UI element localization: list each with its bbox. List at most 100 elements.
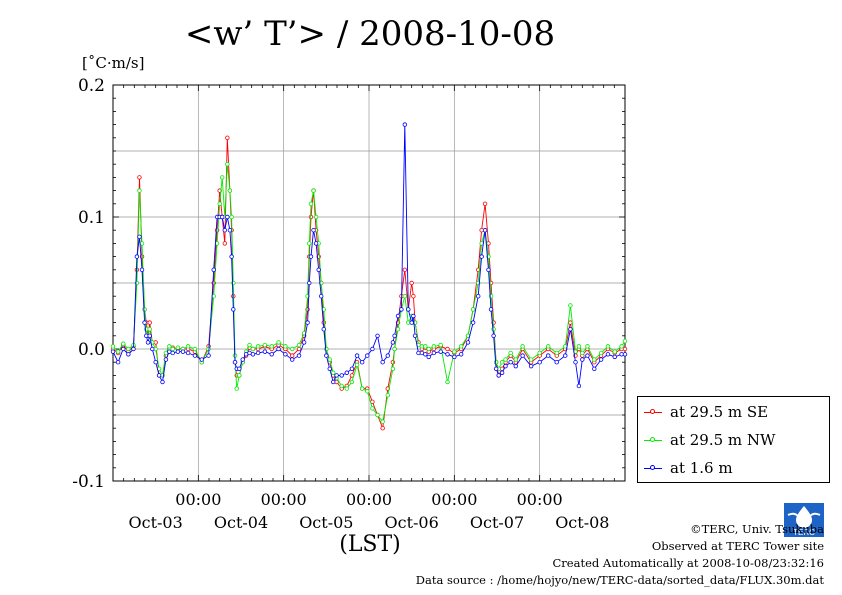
series-point-2 <box>476 294 481 299</box>
series-point-2 <box>211 267 216 272</box>
x-day-label: Oct-08 <box>555 513 609 532</box>
series-point-2 <box>330 379 336 385</box>
series-point-2 <box>185 350 191 356</box>
series-point-2 <box>206 353 211 358</box>
chart-legend: at 29.5 m SE at 29.5 m NW at 1.6 m <box>637 396 830 483</box>
legend-label-se: at 29.5 m SE <box>670 403 769 421</box>
series-point-0 <box>568 320 573 325</box>
series-point-0 <box>308 214 314 220</box>
series-point-1 <box>167 344 172 349</box>
series-point-1 <box>147 327 152 332</box>
series-point-2 <box>431 350 437 356</box>
series-point-2 <box>390 340 396 345</box>
series-point-2 <box>163 357 169 362</box>
series-point-2 <box>409 320 414 325</box>
series-point-2 <box>175 349 181 354</box>
series-point-1 <box>585 344 590 349</box>
series-point-1 <box>276 340 281 345</box>
series-point-2 <box>370 346 375 352</box>
series-point-2 <box>134 254 140 259</box>
series-point-2 <box>220 214 225 220</box>
series-point-1 <box>592 357 597 362</box>
series-point-2 <box>493 366 499 371</box>
x-day-label: Oct-07 <box>470 513 524 532</box>
series-point-2 <box>520 353 525 358</box>
legend-label-low: at 1.6 m <box>670 459 733 477</box>
series-point-2 <box>385 353 390 358</box>
series-point-2 <box>311 227 316 233</box>
series-point-2 <box>344 370 350 375</box>
series-point-1 <box>142 307 147 312</box>
series-point-2 <box>115 360 121 365</box>
series-point-2 <box>458 352 464 357</box>
x-day-label: Oct-05 <box>299 513 353 532</box>
series-point-1 <box>220 175 225 180</box>
series-point-1 <box>139 241 145 246</box>
logo-text: TERC <box>793 528 815 537</box>
series-point-0 <box>380 426 385 431</box>
credit-created: Created Automatically at 2008-10-08/23:3… <box>552 556 825 570</box>
series-point-2 <box>546 353 551 358</box>
series-point-1 <box>365 389 370 394</box>
series-point-1 <box>385 393 390 398</box>
series-point-1 <box>307 241 312 246</box>
series-point-2 <box>508 360 513 365</box>
series-point-1 <box>598 350 604 356</box>
series-point-1 <box>324 346 329 352</box>
series-point-1 <box>308 201 314 206</box>
series-point-2 <box>486 267 491 272</box>
series-point-0 <box>222 241 227 246</box>
series-point-2 <box>622 352 628 357</box>
series-point-0 <box>390 360 396 365</box>
series-point-1 <box>445 379 450 385</box>
series-point-2 <box>229 254 234 259</box>
y-tick-label: 0.0 <box>78 340 105 360</box>
series-point-1 <box>605 344 611 349</box>
series-point-0 <box>290 353 295 358</box>
series-point-2 <box>222 227 227 233</box>
series-point-1 <box>354 362 360 368</box>
series-point-1 <box>546 344 551 349</box>
series-point-1 <box>225 161 230 167</box>
series-point-2 <box>290 357 295 362</box>
series-point-2 <box>479 254 484 259</box>
series-point-1 <box>568 303 573 308</box>
series-point-1 <box>290 346 295 352</box>
credit-copyright: ©TERC, Univ. Tsukuba <box>690 522 824 536</box>
legend-swatch-nw <box>644 436 662 442</box>
series-point-1 <box>426 346 431 352</box>
series-point-1 <box>126 346 131 352</box>
series-point-1 <box>250 346 256 352</box>
series-point-2 <box>554 360 559 365</box>
legend-label-nw: at 29.5 m NW <box>670 431 776 449</box>
series-point-2 <box>380 360 385 365</box>
series-point-2 <box>321 327 326 332</box>
series-point-2 <box>423 352 428 357</box>
series-point-2 <box>283 352 288 357</box>
series-point-2 <box>225 214 230 220</box>
series-point-1 <box>458 344 464 349</box>
series-point-2 <box>470 320 476 325</box>
series-point-1 <box>470 307 476 312</box>
series-point-2 <box>231 307 236 312</box>
series-point-2 <box>240 357 245 362</box>
series-point-1 <box>576 344 582 349</box>
series-point-2 <box>496 373 501 378</box>
series-point-2 <box>580 357 585 362</box>
series-point-1 <box>247 342 252 348</box>
credit-datasource: Data source : /home/hojyo/new/TERC-data/… <box>415 573 824 587</box>
series-point-2 <box>537 360 542 365</box>
series-point-1 <box>237 373 242 378</box>
legend-item-se: at 29.5 m SE <box>644 402 768 422</box>
series-point-1 <box>390 366 396 371</box>
series-point-1 <box>327 357 332 362</box>
series-point-1 <box>392 346 397 352</box>
series-point-2 <box>199 357 204 362</box>
x-axis-label: (LST) <box>339 532 401 557</box>
series-point-2 <box>592 366 597 371</box>
x-tick-label: 00:00 <box>517 490 563 509</box>
series-point-2 <box>491 333 496 338</box>
series-point-2 <box>255 350 261 356</box>
series-point-2 <box>445 352 450 357</box>
series-point-0 <box>409 280 414 286</box>
